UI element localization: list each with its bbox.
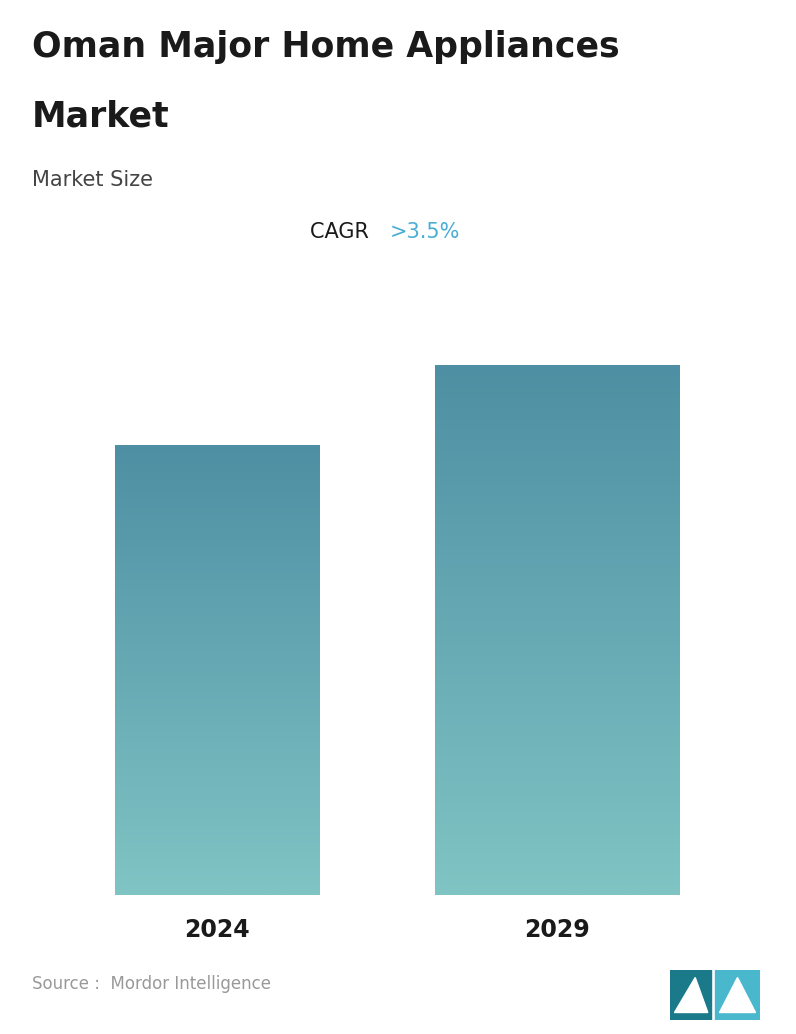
Text: 2029: 2029 (524, 918, 590, 942)
Text: >3.5%: >3.5% (390, 222, 460, 242)
Polygon shape (674, 977, 708, 1012)
Polygon shape (720, 977, 755, 1012)
Text: 2024: 2024 (184, 918, 250, 942)
Text: CAGR: CAGR (310, 222, 376, 242)
Text: Market Size: Market Size (32, 170, 153, 190)
Text: Market: Market (32, 100, 170, 134)
Text: Oman Major Home Appliances: Oman Major Home Appliances (32, 30, 619, 64)
Polygon shape (670, 970, 711, 1020)
Text: Source :  Mordor Intelligence: Source : Mordor Intelligence (32, 975, 271, 993)
Polygon shape (715, 970, 760, 1020)
